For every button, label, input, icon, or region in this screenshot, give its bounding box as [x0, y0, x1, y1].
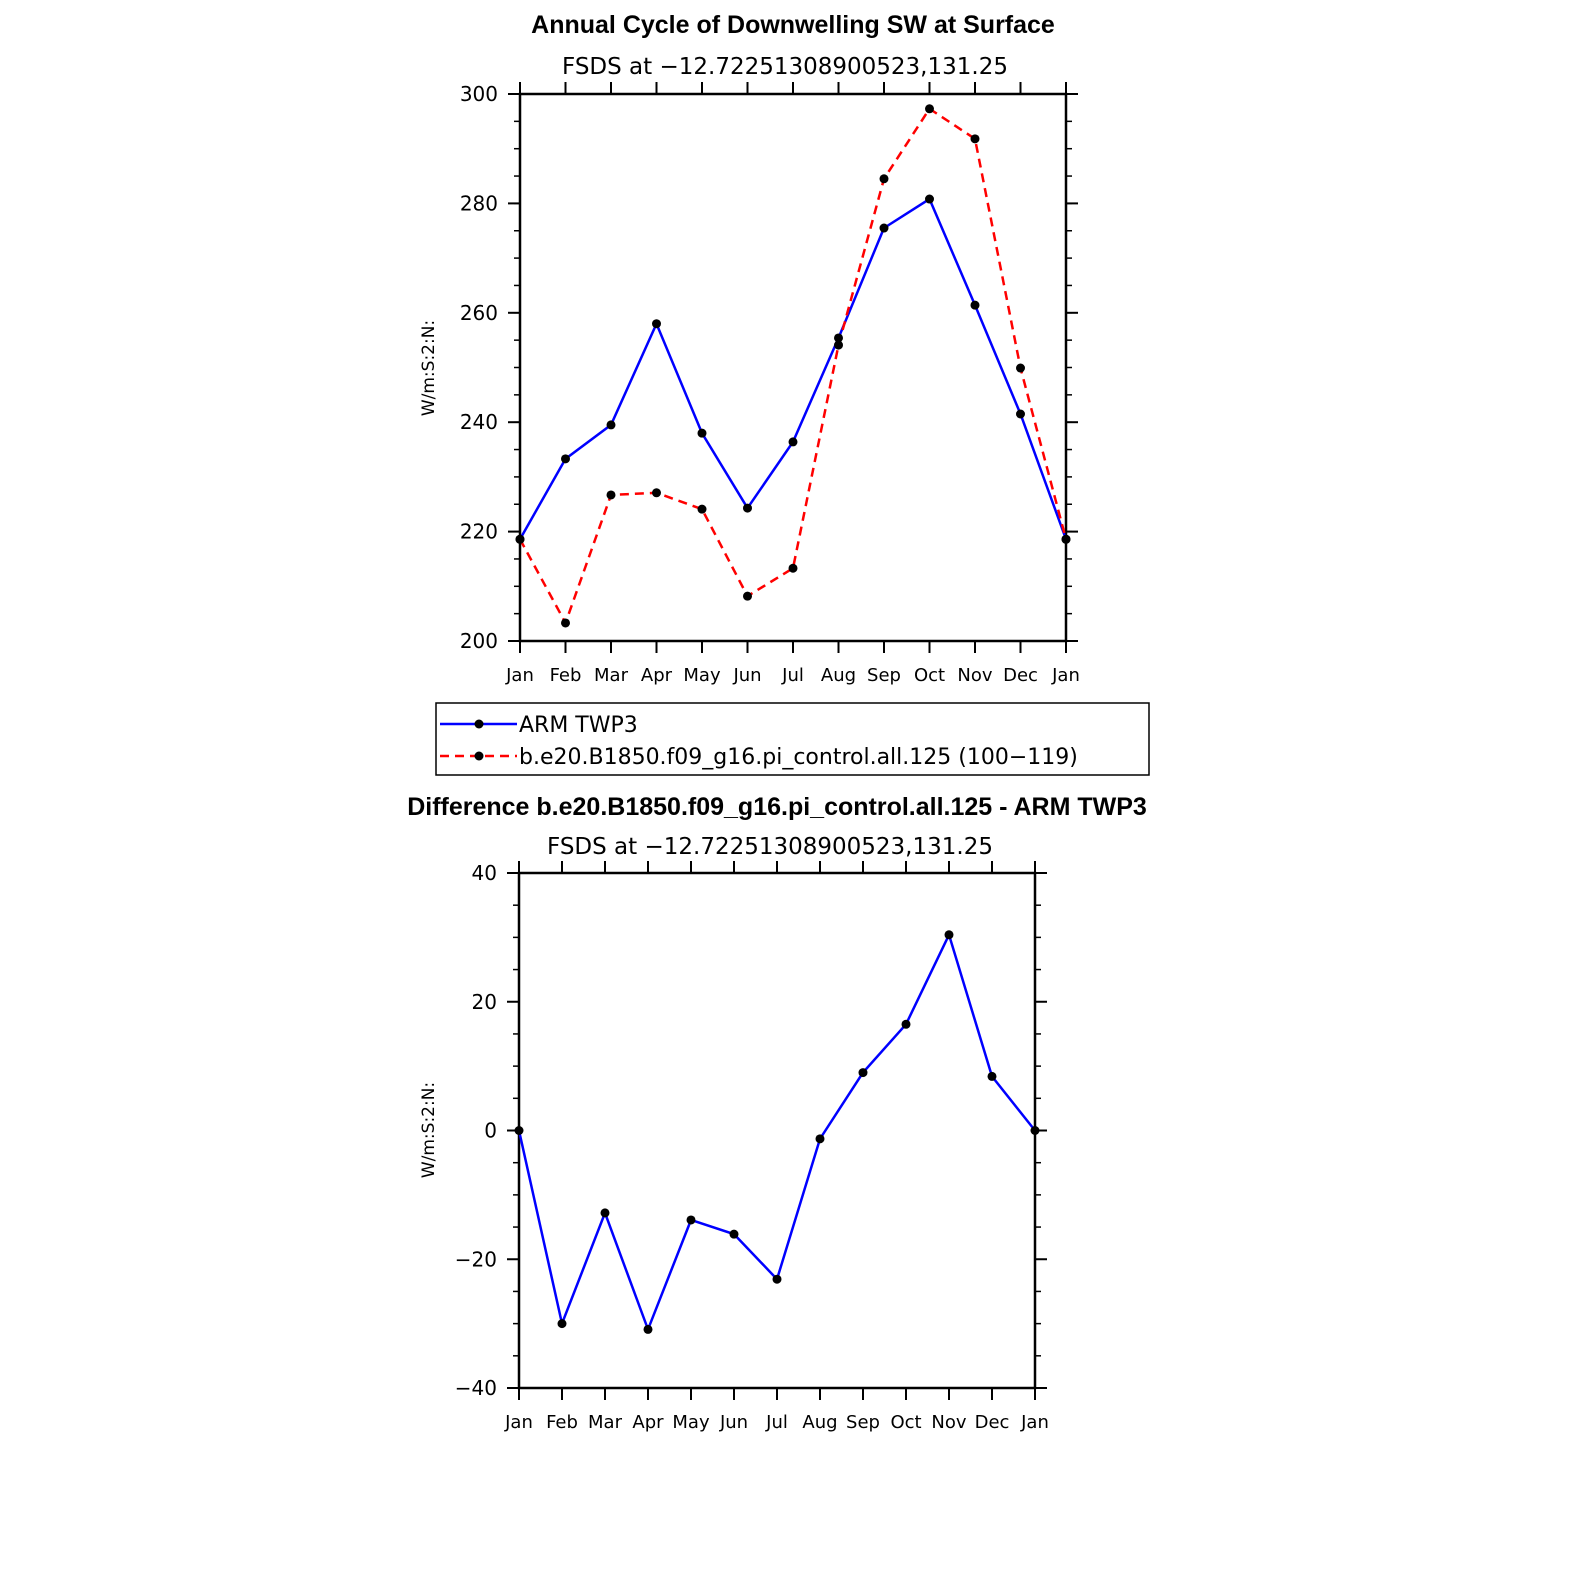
- data-point-series-1: [743, 591, 752, 601]
- plot-title: Annual Cycle of Downwelling SW at Surfac…: [531, 11, 1055, 39]
- data-point-series-0: [697, 428, 707, 438]
- x-tick-label: Apr: [632, 1412, 664, 1433]
- data-point-series-1: [879, 174, 889, 184]
- plot-frame: [517, 871, 1037, 1390]
- x-tick-label: Jun: [732, 665, 761, 686]
- data-point-series-0: [772, 1274, 782, 1284]
- x-tick-label: Oct: [890, 1412, 921, 1433]
- data-point-series-0: [514, 1126, 524, 1135]
- legend-label-model: b.e20.B1850.f09_g16.pi_control.all.125 (…: [519, 745, 1078, 770]
- data-point-series-0: [815, 1134, 825, 1144]
- data-point-series-1: [970, 134, 980, 144]
- data-point-series-0: [600, 1208, 610, 1218]
- data-point-series-0: [686, 1215, 696, 1225]
- y-axis-label: W/m:S:2:N:: [419, 1082, 439, 1178]
- y-tick-label: 20: [472, 990, 497, 1014]
- x-tick-label: Jul: [765, 1412, 788, 1433]
- data-point-series-1: [834, 340, 843, 350]
- data-point-series-0: [743, 503, 752, 513]
- data-point-series-0: [643, 1324, 653, 1334]
- y-tick-label: 280: [460, 191, 498, 215]
- data-point-series-0: [729, 1229, 739, 1239]
- data-point-series-0: [879, 223, 889, 233]
- data-point-series-1: [1016, 363, 1025, 373]
- x-tick-label: Jan: [1051, 665, 1080, 686]
- data-point-series-0: [987, 1071, 997, 1081]
- x-tick-label: Jan: [505, 665, 534, 686]
- data-point-series-1: [652, 488, 661, 498]
- data-point-series-0: [652, 319, 661, 329]
- data-point-series-0: [970, 300, 980, 310]
- x-tick-label: Aug: [821, 665, 856, 686]
- data-point-series-0: [834, 333, 843, 343]
- y-tick-label: 220: [460, 520, 498, 544]
- data-point-series-1: [606, 490, 616, 500]
- x-tick-label: Sep: [846, 1412, 880, 1433]
- x-tick-label: Mar: [588, 1412, 623, 1433]
- legend-box: [435, 702, 1150, 776]
- data-point-series-0: [788, 437, 798, 447]
- data-point-series-1: [925, 104, 934, 114]
- plot-frame: [518, 92, 1068, 643]
- x-tick-label: Aug: [802, 1412, 837, 1433]
- data-point-series-0: [944, 930, 954, 940]
- legend: ARM TWP3 b.e20.B1850.f09_g16.pi_control.…: [435, 702, 1150, 776]
- plot-title: Difference b.e20.B1850.f09_g16.pi_contro…: [407, 793, 1147, 821]
- x-tick-label: Jun: [719, 1412, 748, 1433]
- data-point-series-1: [515, 534, 525, 544]
- data-point-series-1: [561, 618, 570, 628]
- legend-marker-arm: [474, 719, 484, 729]
- y-tick-label: 240: [460, 410, 498, 434]
- x-tick-label: Apr: [641, 665, 673, 686]
- y-tick-label: 260: [460, 301, 498, 325]
- y-axis-label: W/m:S:2:N:: [419, 320, 439, 416]
- plot-subtitle: FSDS at −12.72251308900523,131.25: [562, 54, 1008, 80]
- data-point-series-0: [858, 1068, 868, 1078]
- x-tick-label: Jan: [1020, 1412, 1049, 1433]
- legend-marker-model: [474, 751, 484, 761]
- y-tick-label: −20: [455, 1247, 497, 1271]
- y-tick-label: 40: [472, 861, 497, 885]
- data-point-series-0: [901, 1019, 911, 1029]
- y-tick-label: 200: [460, 629, 498, 653]
- data-point-series-0: [606, 420, 616, 430]
- data-point-series-0: [1016, 409, 1025, 419]
- data-point-series-0: [557, 1319, 567, 1329]
- x-tick-label: Dec: [975, 1412, 1010, 1433]
- data-point-series-1: [697, 504, 707, 514]
- plot-subtitle: FSDS at −12.72251308900523,131.25: [547, 834, 993, 860]
- series-line-1: [518, 107, 1068, 627]
- y-tick-label: −40: [455, 1376, 497, 1400]
- data-point-series-0: [925, 194, 934, 204]
- x-tick-label: Mar: [594, 665, 629, 686]
- data-point-series-1: [1061, 534, 1071, 544]
- difference-plot: Difference b.e20.B1850.f09_g16.pi_contro…: [407, 793, 1147, 1433]
- x-tick-label: Nov: [931, 1412, 966, 1433]
- x-tick-label: Dec: [1003, 665, 1038, 686]
- x-tick-label: Oct: [914, 665, 945, 686]
- series-line-0: [518, 197, 1068, 540]
- data-point-series-1: [788, 563, 798, 573]
- y-tick-label: 0: [484, 1119, 497, 1143]
- data-point-series-0: [561, 454, 570, 464]
- x-tick-label: Feb: [550, 665, 582, 686]
- x-tick-label: Jul: [781, 665, 804, 686]
- x-tick-label: Jan: [504, 1412, 533, 1433]
- x-tick-label: May: [683, 665, 721, 686]
- x-tick-label: Feb: [546, 1412, 578, 1433]
- x-tick-label: Nov: [957, 665, 992, 686]
- series-line-0: [517, 931, 1036, 1333]
- x-tick-label: May: [672, 1412, 710, 1433]
- x-tick-label: Sep: [867, 665, 901, 686]
- legend-label-arm: ARM TWP3: [519, 713, 638, 738]
- data-point-series-0: [1030, 1126, 1040, 1135]
- y-tick-label: 300: [460, 82, 498, 106]
- annual-cycle-plot: Annual Cycle of Downwelling SW at Surfac…: [419, 11, 1080, 686]
